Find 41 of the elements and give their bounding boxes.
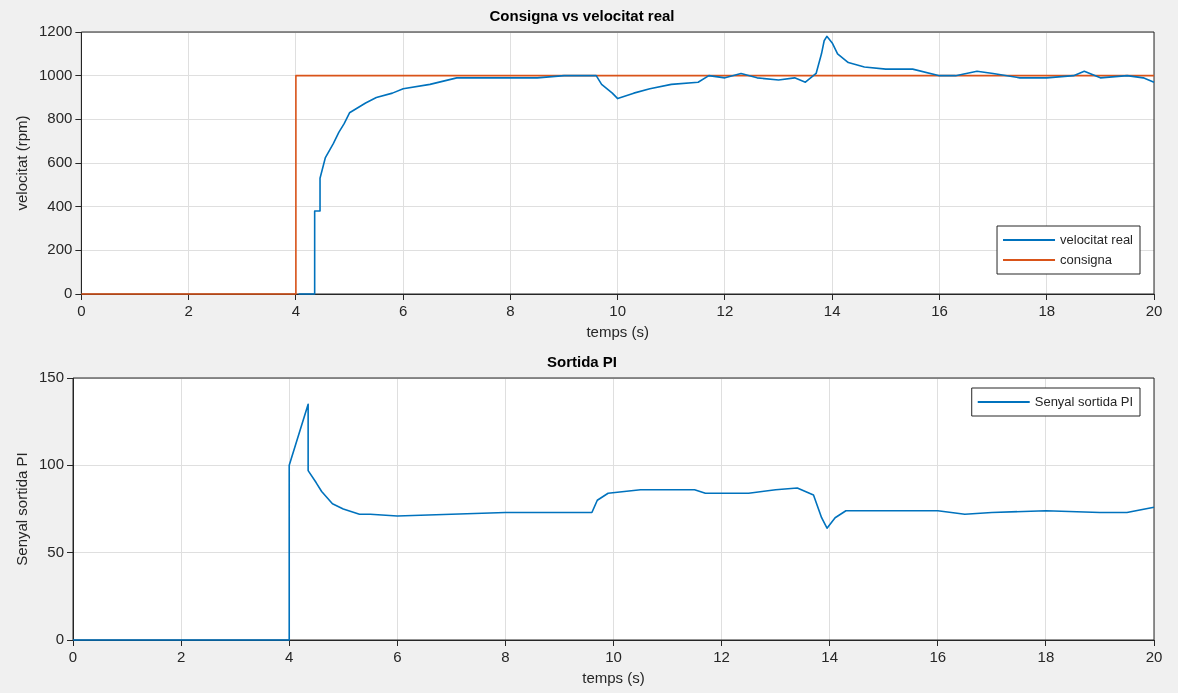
x-tick-label: 18 xyxy=(1037,648,1055,666)
y-axis-title: velocitat (rpm) xyxy=(13,115,31,211)
legend-label: velocitat real xyxy=(1060,231,1134,247)
y-tick-label: 0 xyxy=(55,630,65,648)
x-tick-label: 8 xyxy=(501,648,510,666)
x-tick-label: 16 xyxy=(929,648,947,666)
y-tick-label: 600 xyxy=(47,153,73,171)
legend-label: Senyal sortida PI xyxy=(1034,393,1134,409)
x-axis-title: temps (s) xyxy=(582,669,645,687)
x-tick-label: 14 xyxy=(823,302,841,320)
x-tick-label: 6 xyxy=(393,648,402,666)
x-tick-label: 8 xyxy=(506,302,515,320)
x-axis-title: temps (s) xyxy=(586,323,649,341)
x-tick-label: 20 xyxy=(1145,302,1163,320)
x-tick-label: 4 xyxy=(291,302,301,320)
y-tick-label: 150 xyxy=(39,368,65,386)
legend-label: consigna xyxy=(1060,251,1113,267)
y-tick-label: 400 xyxy=(47,196,73,214)
x-tick-label: 2 xyxy=(176,648,186,666)
y-axis-title: Senyal sortida PI xyxy=(13,452,31,566)
y-tick-label: 1200 xyxy=(38,22,73,40)
x-tick-label: 12 xyxy=(716,302,734,320)
x-tick-label: 18 xyxy=(1038,302,1056,320)
x-tick-label: 12 xyxy=(713,648,730,666)
y-tick-label: 100 xyxy=(39,455,65,473)
y-tick-label: 800 xyxy=(47,109,73,127)
x-tick-label: 6 xyxy=(398,302,408,320)
x-tick-label: 4 xyxy=(285,648,294,666)
x-tick-label: 16 xyxy=(931,302,948,320)
y-tick-label: 50 xyxy=(47,542,65,560)
x-tick-label: 14 xyxy=(821,648,839,666)
x-tick-label: 10 xyxy=(605,648,622,666)
y-tick-label: 0 xyxy=(64,284,73,302)
x-tick-label: 10 xyxy=(609,302,627,320)
chart-title: Sortida PI xyxy=(546,353,618,371)
x-tick-label: 20 xyxy=(1145,648,1163,666)
y-tick-label: 200 xyxy=(47,240,73,258)
x-tick-label: 2 xyxy=(184,302,193,320)
chart-title: Consigna vs velocitat real xyxy=(489,7,675,25)
x-tick-label: 0 xyxy=(77,302,86,320)
y-tick-label: 1000 xyxy=(38,65,73,83)
